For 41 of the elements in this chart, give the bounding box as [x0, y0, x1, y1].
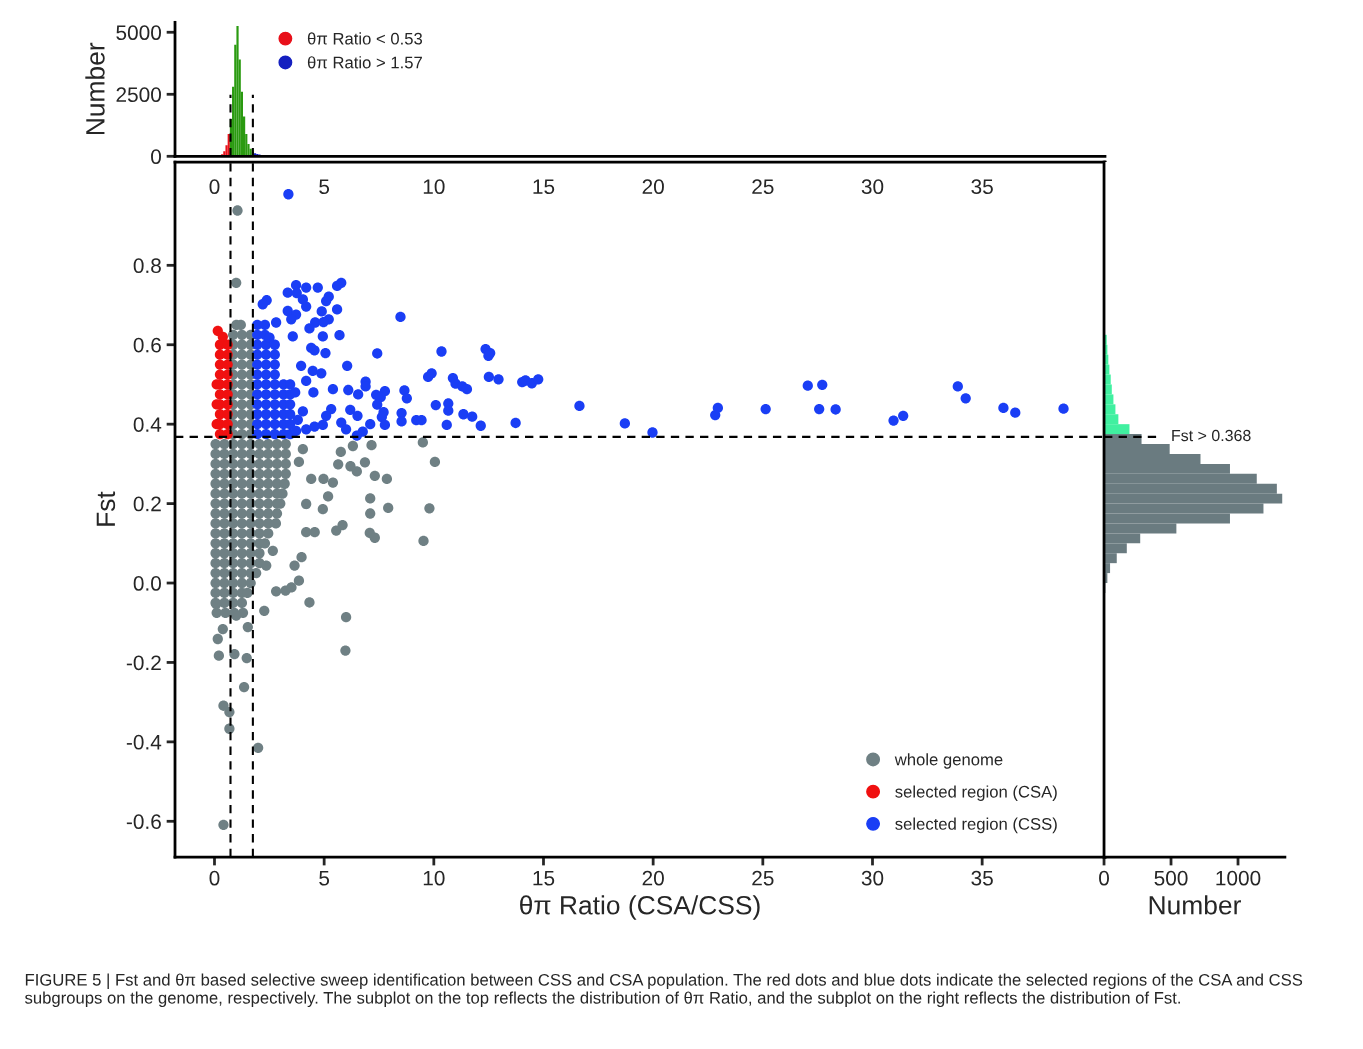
y-tick-label: -0.6 — [126, 814, 161, 830]
y-axis-title: Number — [85, 42, 105, 135]
y-tick-label: -0.2 — [126, 655, 161, 671]
legend-label: whole genome — [894, 753, 1003, 769]
x-tick-label: 10 — [423, 870, 445, 886]
x-tick-label: 0 — [1099, 870, 1110, 886]
x-tick-label: 30 — [861, 870, 884, 886]
x-tick-label: 5 — [319, 870, 330, 886]
x-axis-title: θπ Ratio (CSA/CSS) — [520, 895, 760, 920]
x2-tick-label: 25 — [752, 179, 774, 195]
x2-tick-label: 10 — [423, 179, 445, 195]
y-tick-label: 0.2 — [133, 496, 161, 512]
x2-tick-label: 35 — [971, 179, 993, 195]
x2-tick-label: 15 — [533, 179, 555, 195]
x-tick-label: 0 — [209, 870, 220, 886]
x-tick-label: 35 — [971, 870, 993, 886]
x2-tick-label: 0 — [209, 179, 220, 195]
x-axis-title: Number — [1149, 895, 1241, 915]
x-tick-label: 25 — [752, 870, 774, 886]
x-tick-label: 500 — [1154, 870, 1188, 886]
y-tick-label: 5000 — [116, 25, 161, 41]
y-tick-label: 0.4 — [133, 417, 162, 432]
legend-label: θπ Ratio > 1.57 — [307, 56, 422, 69]
x2-tick-label: 5 — [319, 179, 330, 195]
x2-tick-label: 30 — [861, 179, 884, 195]
legend-label: θπ Ratio < 0.53 — [307, 32, 423, 45]
y-tick-label: 2500 — [116, 87, 161, 103]
y-tick-label: 0.6 — [133, 337, 161, 353]
y-tick-label: 0.0 — [133, 576, 161, 591]
y-tick-label: 0 — [151, 149, 161, 165]
y-tick-label: -0.4 — [126, 734, 162, 750]
x-tick-label: 20 — [642, 870, 664, 886]
ref-line-label: Fst > 0.368 — [1172, 429, 1251, 442]
x-tick-label: 1000 — [1216, 870, 1261, 886]
y-axis-title: Fst — [96, 491, 116, 526]
x-tick-label: 15 — [533, 870, 555, 886]
y-tick-label: 0.8 — [133, 258, 161, 274]
caption: FIGURE 5 | Fst and θπ based selective sweep identification between CSS and CSA population. The red dots and blue dots indicate the selected regions of the CSA and CSS subgroups on the genome, respectively. The subplot on the top reflects the distribution of θπ Ratio, and the subplot on the right reflects the distribution of Fst. — [25, 973, 1303, 1008]
legend-label: selected region (CSA) — [895, 785, 1057, 801]
legend-label: selected region (CSS) — [895, 817, 1057, 834]
x2-tick-label: 20 — [642, 179, 664, 195]
